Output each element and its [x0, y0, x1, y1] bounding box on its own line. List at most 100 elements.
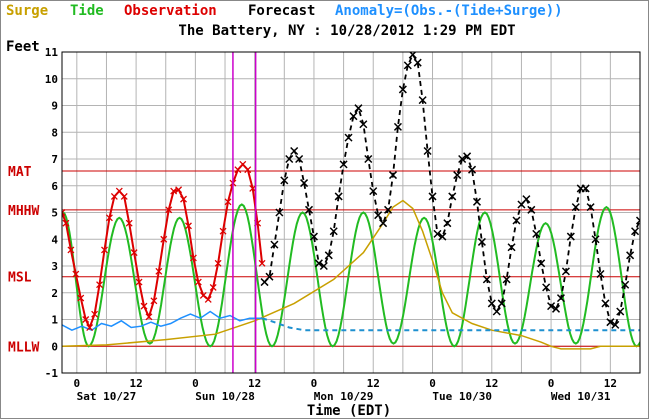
forecast-point: [304, 205, 314, 214]
y-tick-label: 0: [51, 340, 58, 353]
observation-point: [110, 192, 118, 200]
forecast-point: [586, 203, 595, 212]
series: [62, 52, 640, 350]
legend-observation: Observation: [124, 3, 217, 19]
anomaly-forecast-line: [261, 317, 640, 332]
datum-label: MHHW: [8, 204, 39, 219]
forecast-point: [606, 318, 615, 327]
observation-line: [62, 162, 264, 331]
observation-point: [77, 294, 85, 302]
forecast-point: [631, 227, 640, 236]
legend-tide: Tide: [70, 3, 104, 19]
observation-point: [150, 297, 158, 305]
forecast-point: [472, 197, 482, 206]
observation-point: [214, 259, 222, 267]
forecast-point: [581, 184, 590, 193]
forecast-point: [542, 283, 551, 292]
forecast-point: [547, 302, 556, 311]
x-day-label: Wed 10/31: [551, 390, 611, 403]
observation-point: [67, 246, 75, 254]
observation-point: [180, 195, 187, 203]
observation-point: [91, 310, 99, 318]
x-tick-label: 0: [429, 377, 436, 390]
forecast-point: [527, 205, 536, 214]
forecast-point: [433, 229, 442, 238]
legend: Surge Tide Observation Forecast Anomaly=…: [6, 3, 563, 19]
y-axis-label: Feet: [6, 39, 40, 55]
y-tick-label: 8: [51, 126, 58, 139]
datum-label: MAT: [8, 165, 32, 180]
forecast-point: [468, 165, 477, 174]
observation-point: [130, 249, 138, 257]
forecast-point: [334, 192, 343, 201]
forecast-point: [349, 112, 358, 121]
forecast-point: [300, 179, 309, 188]
observation-point: [194, 278, 202, 286]
forecast-point: [398, 85, 407, 94]
observation-point: [105, 214, 113, 222]
observation-point: [258, 259, 266, 267]
forecast-point: [290, 146, 299, 156]
y-tick-label: 3: [51, 260, 58, 273]
forecast-point: [497, 299, 506, 308]
x-day-label: Sat 10/27: [77, 390, 137, 403]
observation-point: [244, 166, 252, 174]
observation-point: [120, 192, 128, 200]
x-tick-label: 0: [311, 377, 318, 390]
forecast-point: [537, 259, 546, 268]
x-tick-label: 12: [485, 377, 498, 390]
forecast-point: [512, 216, 521, 225]
forecast-point: [413, 58, 422, 67]
x-axis-label: Time (EDT): [307, 403, 391, 419]
observation-point: [62, 219, 70, 227]
surge-line: [62, 199, 640, 350]
observation-point: [185, 222, 192, 230]
observation-point: [165, 206, 173, 214]
observation-point: [209, 283, 217, 291]
forecast-point: [463, 152, 472, 161]
forecast-point: [443, 219, 452, 228]
legend-surge: Surge: [6, 3, 48, 19]
forecast-point: [477, 237, 486, 246]
forecast-point: [374, 211, 383, 220]
anomaly-line: [62, 310, 263, 332]
forecast-point: [635, 216, 640, 225]
forecast-point: [596, 269, 605, 279]
observation-point: [86, 324, 94, 331]
forecast-point: [379, 219, 388, 228]
forecast-point: [329, 227, 338, 236]
x-tick-label: 12: [248, 377, 261, 390]
observation-point: [155, 267, 163, 275]
x-tick-label: 0: [192, 377, 199, 390]
forecast-point: [482, 275, 491, 284]
forecast-point: [354, 104, 363, 113]
y-tick-label: 7: [51, 153, 58, 166]
observation-point: [175, 186, 183, 194]
y-tick-label: 5: [51, 207, 58, 220]
forecast-point: [566, 232, 575, 241]
y-tick-label: 4: [51, 233, 58, 246]
y-tick-label: -1: [45, 367, 59, 380]
forecast-point: [384, 205, 393, 214]
legend-forecast: Forecast: [248, 3, 315, 19]
forecast-point: [551, 304, 561, 313]
observation-point: [239, 160, 247, 168]
observation-point: [249, 184, 257, 192]
observation-point: [224, 198, 232, 206]
forecast-point: [359, 120, 368, 129]
forecast-point: [492, 307, 501, 316]
forecast-point: [428, 192, 437, 201]
forecast-point: [285, 154, 294, 164]
datum-label: MSL: [8, 271, 32, 286]
observation-point: [189, 254, 197, 262]
forecast-point: [369, 187, 378, 196]
forecast-point: [438, 232, 447, 241]
forecast-point: [275, 208, 284, 217]
forecast-point: [418, 96, 427, 105]
forecast-point: [626, 251, 635, 260]
observation-point: [145, 313, 153, 321]
forecast-point: [280, 176, 289, 185]
forecast-point: [364, 154, 373, 164]
datum-label: MLLW: [8, 340, 39, 355]
